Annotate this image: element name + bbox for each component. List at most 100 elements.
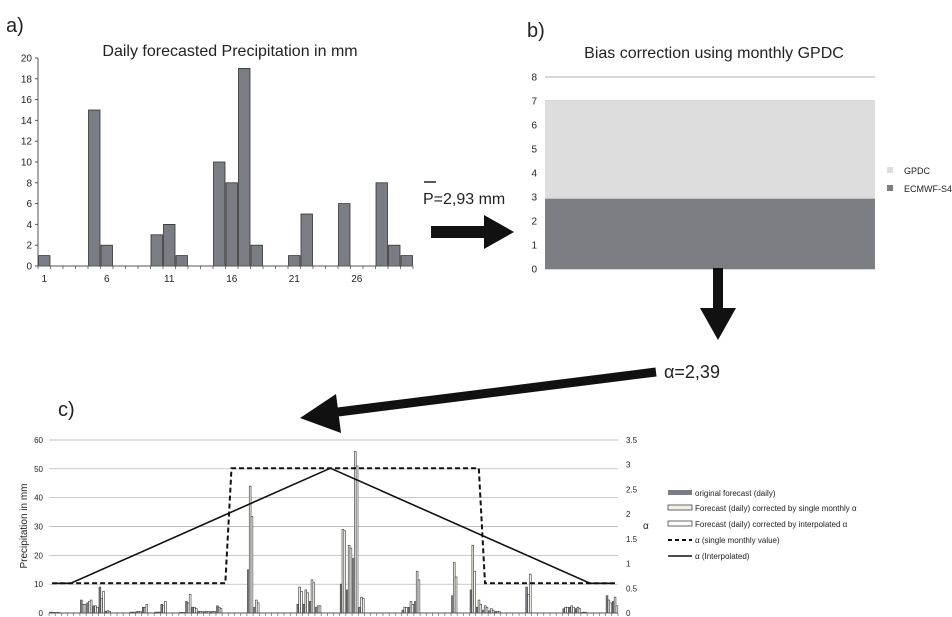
panel-c-y2-tick-label: 1.5 <box>626 535 638 544</box>
panel-a-bar <box>163 223 176 267</box>
panel-a-y-tick-label: 14 <box>21 116 33 127</box>
panel-a-label: a) <box>6 15 24 37</box>
panel-c-bar-interp-alpha <box>529 573 532 614</box>
panel-c-y2-tick-label: 0.5 <box>626 584 638 593</box>
panel-c-bar-interp-alpha <box>405 606 408 614</box>
panel-a-bar <box>250 244 263 267</box>
panel-b-y-tick-label: 7 <box>531 97 537 108</box>
panel-c-y2-tick-label: 2.5 <box>626 485 638 494</box>
panel-c-bar-interp-alpha <box>250 516 254 614</box>
panel-a-x-tick-label: 1 <box>41 274 47 285</box>
panel-a-title: Daily forecasted Precipitation in mm <box>102 43 357 60</box>
panel-b-y-tick-label: 3 <box>531 193 537 204</box>
panel-c-y2-tick-label: 3.5 <box>626 436 638 445</box>
panel-a-bar <box>225 182 238 267</box>
panel-a-y-tick-label: 10 <box>21 158 33 169</box>
legend-swatch-ecmwf <box>887 185 893 191</box>
panel-c-bar-interp-alpha <box>566 606 569 614</box>
panel-c-line-alpha-single <box>52 467 615 585</box>
legend-label-interp-alpha: Forecast (daily) corrected by interpolat… <box>695 520 848 529</box>
panel-c-y-axis-left: 0 10 20 30 40 50 60 <box>34 436 43 617</box>
panel-c-bar-interp-alpha <box>485 606 489 614</box>
panel-a-bars <box>38 68 413 267</box>
arrow-a-to-b-icon <box>431 215 514 249</box>
legend-swatch-interp-alpha <box>667 520 693 527</box>
panel-c-y-tick-label: 30 <box>34 523 43 532</box>
panel-a-y-tick-label: 2 <box>26 241 32 252</box>
panel-c-bar-interp-alpha <box>615 605 619 614</box>
panel-a-y-tick-label: 0 <box>26 262 32 273</box>
panel-b-legend: GPDC ECMWF-S4 <box>887 166 952 194</box>
panel-b-ecmwf-bar <box>545 198 875 269</box>
panel-a-x-tick-label: 11 <box>164 274 175 285</box>
panel-c-y2-tick-label: 3 <box>626 461 631 470</box>
panel-c-bar-interp-alpha <box>102 591 105 614</box>
panel-c-y-label: Precipitation in mm <box>19 483 30 568</box>
panel-c-bar-interp-alpha <box>572 606 575 614</box>
legend-label-original: original forecast (daily) <box>695 489 776 498</box>
panel-c-bar-interp-alpha <box>479 604 483 614</box>
panel-a-y-tick-label: 20 <box>21 54 33 65</box>
panel-c-y-tick-label: 60 <box>34 436 43 445</box>
panel-a-x-tick-label: 26 <box>351 274 363 285</box>
panel-c-bar-interp-alpha <box>306 592 309 614</box>
legend-label-alpha-single-line: α (single monthly value) <box>695 536 780 545</box>
panel-c-y2-tick-label: 1 <box>626 560 631 569</box>
panel-a-bar <box>388 244 401 267</box>
panel-c-bar-interp-alpha <box>312 582 316 614</box>
panel-a-x-axis: 1 6 11 16 21 26 <box>37 266 414 285</box>
panel-c-grid <box>49 439 618 614</box>
panel-c-bar-interp-alpha <box>195 608 198 614</box>
panel-b-chart: Bias correction using monthly GPDC 0 1 2 3 4… <box>531 45 952 276</box>
panel-c-bar-interp-alpha <box>355 465 359 614</box>
panel-c-bar-interp-alpha <box>362 598 365 614</box>
panel-c-y-tick-label: 10 <box>34 580 43 589</box>
panel-a-x-tick-label: 16 <box>226 274 238 285</box>
arrow-alpha-to-c-icon <box>300 367 657 433</box>
panel-a-bar <box>238 68 251 267</box>
panel-a-y-tick-label: 8 <box>26 178 32 189</box>
panel-c-line-alpha-interp <box>52 467 615 585</box>
panel-c-y2-label: α <box>643 521 649 532</box>
legend-swatch-single-alpha <box>667 504 693 511</box>
panel-c-y-tick-label: 0 <box>39 609 44 617</box>
panel-a-x-tick-label: 6 <box>104 274 110 285</box>
panel-a-y-tick-label: 12 <box>21 137 33 148</box>
panel-c-bar-interp-alpha <box>145 604 149 614</box>
panel-a-y-axis: 0 2 4 6 8 10 12 14 16 18 20 <box>21 54 38 273</box>
panel-a-y-tick-label: 4 <box>26 220 32 231</box>
panel-c-bar-interp-alpha <box>473 570 476 614</box>
panel-c-label: c) <box>58 399 75 421</box>
panel-a-bar <box>100 244 113 267</box>
panel-b-y-tick-label: 2 <box>531 217 537 228</box>
panel-a-bar <box>375 182 388 267</box>
panel-c-y-tick-label: 20 <box>34 551 43 560</box>
panel-c-y-axis-right: 0 0.5 1 1.5 2 2.5 3 3.5 <box>626 436 638 617</box>
panel-a-y-tick-label: 6 <box>26 199 32 210</box>
panel-a-y-tick-label: 18 <box>21 74 33 85</box>
panel-c-x-ticks <box>48 613 619 616</box>
legend-swatch-gpdc <box>887 167 893 173</box>
panel-b-y-axis: 0 1 2 3 4 5 6 7 8 <box>531 73 537 276</box>
panel-c-y-tick-label: 40 <box>34 494 43 503</box>
panel-c-bar-interp-alpha <box>609 602 612 614</box>
panel-a-bar <box>150 234 163 267</box>
legend-label-single-alpha: Forecast (daily) corrected by single mon… <box>695 504 857 513</box>
panel-c-bar-interp-alpha <box>417 579 421 614</box>
panel-c-bar-interp-alpha <box>164 601 167 614</box>
panel-c-y-tick-label: 50 <box>34 465 43 474</box>
panel-c-bar-interp-alpha <box>349 547 353 614</box>
panel-b-y-tick-label: 6 <box>531 121 537 132</box>
panel-a-bar <box>38 255 51 267</box>
panel-a-bar <box>88 109 101 267</box>
panel-b-y-tick-label: 1 <box>531 241 537 252</box>
panel-c-bar-interp-alpha <box>256 602 260 614</box>
panel-b-y-tick-label: 4 <box>531 169 537 180</box>
panel-c-bar-interp-alpha <box>300 591 303 614</box>
alpha-label: α=2,39 <box>664 362 720 382</box>
legend-label-gpdc: GPDC <box>904 166 931 176</box>
panel-c-bar-interp-alpha <box>219 608 223 614</box>
panel-a-chart: Daily forecasted Precipitation in mm 0 2 4… <box>21 43 414 285</box>
panel-a-bar <box>338 203 351 267</box>
